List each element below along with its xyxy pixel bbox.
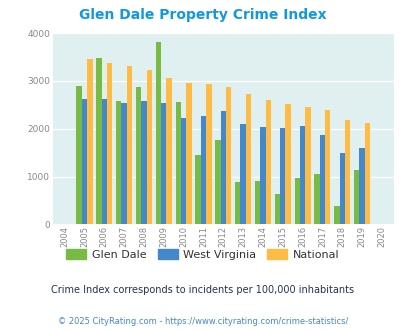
- Bar: [116, 101, 121, 224]
- Bar: [305, 107, 310, 224]
- Bar: [215, 140, 220, 224]
- Bar: [234, 182, 240, 224]
- Bar: [344, 119, 350, 224]
- Bar: [294, 178, 299, 224]
- Bar: [186, 83, 191, 224]
- Bar: [364, 123, 369, 224]
- Bar: [299, 126, 305, 224]
- Bar: [220, 111, 226, 224]
- Bar: [82, 99, 87, 224]
- Bar: [101, 99, 107, 224]
- Bar: [260, 127, 265, 224]
- Text: Glen Dale Property Crime Index: Glen Dale Property Crime Index: [79, 8, 326, 22]
- Bar: [254, 182, 260, 224]
- Bar: [324, 110, 330, 224]
- Bar: [136, 87, 141, 224]
- Legend: Glen Dale, West Virginia, National: Glen Dale, West Virginia, National: [62, 245, 343, 264]
- Bar: [76, 86, 82, 224]
- Bar: [175, 102, 181, 224]
- Bar: [313, 174, 319, 224]
- Bar: [121, 103, 126, 224]
- Bar: [333, 206, 339, 224]
- Bar: [285, 104, 290, 224]
- Bar: [353, 170, 358, 224]
- Bar: [146, 70, 151, 224]
- Bar: [200, 116, 206, 224]
- Bar: [319, 135, 324, 224]
- Bar: [166, 78, 171, 224]
- Bar: [195, 154, 200, 224]
- Bar: [265, 100, 270, 224]
- Bar: [358, 148, 364, 224]
- Bar: [339, 152, 344, 224]
- Bar: [226, 86, 231, 224]
- Bar: [96, 58, 101, 224]
- Bar: [245, 94, 251, 224]
- Bar: [274, 194, 279, 224]
- Bar: [107, 63, 112, 224]
- Bar: [126, 67, 132, 224]
- Text: Crime Index corresponds to incidents per 100,000 inhabitants: Crime Index corresponds to incidents per…: [51, 285, 354, 295]
- Bar: [161, 103, 166, 224]
- Bar: [181, 118, 186, 224]
- Bar: [279, 128, 285, 224]
- Bar: [156, 42, 161, 224]
- Text: © 2025 CityRating.com - https://www.cityrating.com/crime-statistics/: © 2025 CityRating.com - https://www.city…: [58, 317, 347, 326]
- Bar: [240, 124, 245, 224]
- Bar: [206, 84, 211, 224]
- Bar: [141, 101, 146, 224]
- Bar: [87, 59, 92, 224]
